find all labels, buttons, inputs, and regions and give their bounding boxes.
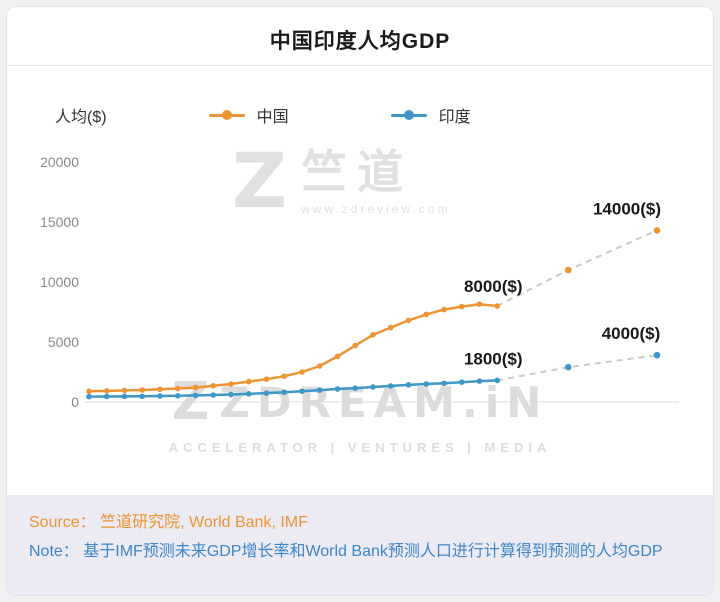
data-point xyxy=(441,380,447,387)
series-line xyxy=(88,379,498,398)
y-axis-unit-label: 人均($) xyxy=(55,109,107,126)
chart-title: 中国印度人均GDP xyxy=(269,30,451,53)
data-point xyxy=(192,392,199,399)
data-point xyxy=(334,386,341,392)
data-point xyxy=(441,306,447,313)
data-point xyxy=(103,393,110,400)
data-point xyxy=(405,317,412,324)
legend-item-china: 中国 xyxy=(208,103,289,127)
data-point xyxy=(86,388,92,394)
data-point xyxy=(281,389,288,396)
data-point xyxy=(139,393,146,400)
data-point xyxy=(334,353,341,360)
data-point xyxy=(210,383,217,389)
data-point xyxy=(245,391,252,397)
india-series-marker xyxy=(390,110,427,120)
annotation-label: 1800($) xyxy=(464,349,523,368)
annotation-label: 8000($) xyxy=(464,277,523,296)
y-tick-label: 15000 xyxy=(40,214,79,230)
data-point xyxy=(458,303,465,310)
data-point xyxy=(157,393,163,399)
note-text: Note： 基于IMF预测未来GDP增长率和World Bank预测人口进行计算… xyxy=(29,543,663,560)
forecast-point xyxy=(653,227,661,234)
legend-label-china: 中国 xyxy=(256,109,289,126)
forecast-line xyxy=(497,354,658,382)
data-point xyxy=(405,382,412,388)
chart-card: 中国印度人均GDP 人均($) 中国 印度 Z 竺道 www.zdreview xyxy=(6,6,714,596)
india-series-dot-icon xyxy=(403,110,414,120)
data-point xyxy=(263,390,270,396)
gdp-line-chart: 0 5000 10000 15000 20000 8000($) 14000($) 1800(… xyxy=(27,142,707,432)
y-tick-label: 0 xyxy=(71,394,79,410)
data-point xyxy=(316,363,323,369)
data-point xyxy=(476,301,483,307)
data-point xyxy=(423,311,430,318)
legend-label-india: 印度 xyxy=(438,109,471,126)
data-point xyxy=(228,381,234,387)
y-tick-label: 20000 xyxy=(40,154,79,170)
data-point xyxy=(86,393,92,400)
gdp-line-chart-svg: 0 5000 10000 15000 20000 8000($) 14000($) 1800(… xyxy=(40,154,679,410)
data-point xyxy=(139,387,146,393)
data-point xyxy=(494,377,501,384)
data-point xyxy=(458,379,465,385)
china-series-dot-icon xyxy=(221,110,232,120)
source-text: Source： 竺道研究院, World Bank, IMF xyxy=(29,514,308,531)
footer: Source： 竺道研究院, World Bank, IMF Note： 基于I… xyxy=(7,495,713,595)
forecast-point xyxy=(564,266,572,274)
china-series-marker xyxy=(208,110,245,120)
data-point xyxy=(352,385,359,391)
data-point xyxy=(299,388,305,394)
data-point xyxy=(476,378,483,384)
legend-row: 人均($) 中国 印度 xyxy=(55,103,471,127)
y-tick-label: 5000 xyxy=(48,334,79,350)
data-point xyxy=(174,392,181,399)
y-tick-label: 10000 xyxy=(40,274,79,290)
data-point xyxy=(423,381,430,387)
data-point xyxy=(387,383,394,389)
data-point xyxy=(157,386,163,393)
data-point xyxy=(192,384,199,391)
data-point xyxy=(352,342,359,349)
data-point xyxy=(263,376,270,382)
forecast-point xyxy=(564,363,572,371)
data-point xyxy=(174,385,181,392)
title-divider xyxy=(7,65,713,66)
annotation-label: 14000($) xyxy=(593,199,661,218)
watermark-tagline: ACCELERATOR | VENTURES | MEDIA xyxy=(168,440,552,455)
data-point xyxy=(245,378,252,385)
data-point xyxy=(281,373,288,379)
data-point xyxy=(370,332,376,338)
data-point xyxy=(316,387,323,393)
data-point xyxy=(210,392,217,398)
legend-item-india: 印度 xyxy=(390,103,471,127)
data-point xyxy=(494,303,501,309)
data-point xyxy=(121,387,128,394)
data-point xyxy=(370,384,376,390)
forecast-point xyxy=(653,351,661,359)
data-point xyxy=(228,391,234,398)
data-point xyxy=(387,324,394,331)
annotation-label: 4000($) xyxy=(602,324,661,343)
data-point xyxy=(299,369,305,375)
data-point xyxy=(103,388,110,394)
data-point xyxy=(121,393,128,400)
series-line xyxy=(88,302,498,393)
